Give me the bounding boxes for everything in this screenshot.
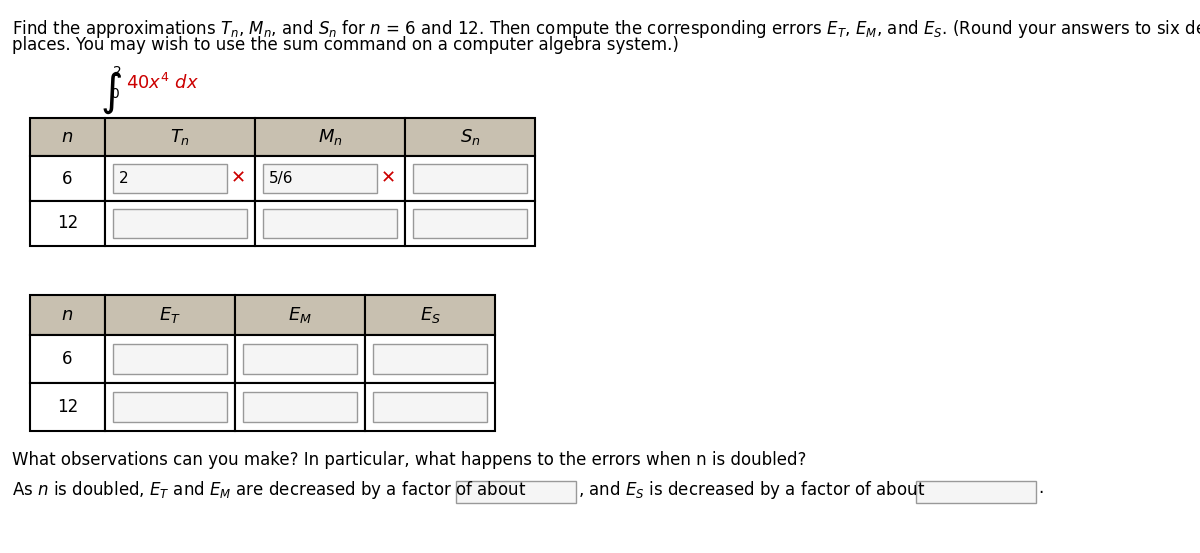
Bar (263, 164, 377, 193)
Bar (30, 156, 106, 201)
Text: 5/6: 5/6 (269, 171, 294, 186)
Bar (406, 201, 535, 246)
Bar (106, 335, 235, 383)
Bar (106, 201, 256, 246)
Bar (263, 209, 397, 238)
Bar (30, 118, 106, 156)
Text: , and $E_S$ is decreased by a factor of about: , and $E_S$ is decreased by a factor of … (578, 479, 925, 501)
Bar (30, 295, 106, 335)
Text: Find the approximations $T_n$, $M_n$, and $S_n$ for $n$ = 6 and 12. Then compute: Find the approximations $T_n$, $M_n$, an… (12, 18, 1200, 40)
Bar (106, 295, 235, 335)
Text: $E_T$: $E_T$ (160, 305, 181, 325)
Text: .: . (1038, 479, 1043, 497)
Text: $T_n$: $T_n$ (170, 127, 190, 147)
Bar (256, 156, 406, 201)
Bar (113, 344, 227, 374)
Bar (406, 118, 535, 156)
Bar (413, 164, 527, 193)
Text: 0: 0 (110, 87, 119, 101)
Bar (365, 383, 496, 431)
Bar (106, 156, 256, 201)
Text: $E_S$: $E_S$ (420, 305, 440, 325)
Bar (365, 295, 496, 335)
Text: places. You may wish to use the sum command on a computer algebra system.): places. You may wish to use the sum comm… (12, 36, 679, 54)
Text: $n$: $n$ (61, 306, 73, 324)
Bar (30, 383, 106, 431)
Text: $S_n$: $S_n$ (460, 127, 480, 147)
Bar (256, 201, 406, 246)
Bar (113, 209, 247, 238)
Bar (365, 335, 496, 383)
Bar (373, 344, 487, 374)
Bar (30, 201, 106, 246)
Text: As $n$ is doubled, $E_T$ and $E_M$ are decreased by a factor of about: As $n$ is doubled, $E_T$ and $E_M$ are d… (12, 479, 527, 501)
Text: $M_n$: $M_n$ (318, 127, 342, 147)
Text: $n$: $n$ (61, 128, 73, 146)
Text: $40x^4\ dx$: $40x^4\ dx$ (126, 73, 199, 93)
Bar (373, 392, 487, 422)
Bar (413, 209, 527, 238)
Bar (456, 481, 576, 503)
Bar (113, 164, 227, 193)
Text: 2: 2 (113, 65, 121, 79)
Text: 12: 12 (56, 398, 78, 416)
Bar (235, 383, 365, 431)
Bar (406, 156, 535, 201)
Bar (113, 392, 227, 422)
Bar (916, 481, 1036, 503)
Text: 2: 2 (119, 171, 128, 186)
Text: 6: 6 (62, 350, 73, 368)
Bar (256, 118, 406, 156)
Bar (235, 335, 365, 383)
Bar (30, 335, 106, 383)
Text: $E_M$: $E_M$ (288, 305, 312, 325)
Text: ✕: ✕ (382, 170, 396, 187)
Bar (106, 383, 235, 431)
Bar (242, 344, 358, 374)
Bar (106, 118, 256, 156)
Text: 6: 6 (62, 170, 73, 187)
Text: What observations can you make? In particular, what happens to the errors when n: What observations can you make? In parti… (12, 451, 806, 469)
Bar (235, 295, 365, 335)
Text: ✕: ✕ (230, 170, 246, 187)
Text: 12: 12 (56, 215, 78, 232)
Text: $\int$: $\int$ (100, 70, 122, 117)
Bar (242, 392, 358, 422)
